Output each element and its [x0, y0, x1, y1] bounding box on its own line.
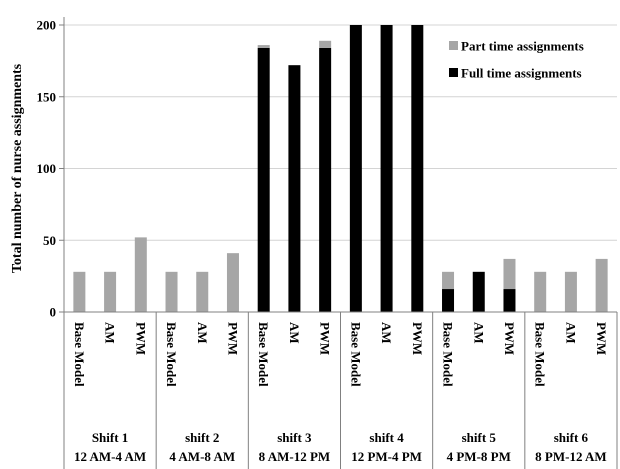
full-time-bar-segment: [288, 65, 301, 313]
legend-label: Part time assignments: [461, 39, 584, 54]
part-time-bar-segment: [442, 271, 455, 290]
part-time-bar-segment: [257, 45, 270, 48]
part-time-bar-segment: [595, 258, 608, 312]
x-tick-label: AM: [563, 322, 578, 344]
x-tick-label: Base Model: [441, 322, 456, 387]
x-tick-label: AM: [195, 322, 210, 344]
shift-time: 4 PM-8 PM: [447, 449, 511, 464]
part-time-bar-segment: [73, 271, 86, 312]
x-tick-label: AM: [471, 322, 486, 344]
shift-time: 12 PM-4 PM: [351, 449, 422, 464]
x-tick-label: Base Model: [164, 322, 179, 387]
y-axis-label: Total number of nurse assignments: [10, 63, 25, 273]
y-tick-label: 150: [37, 89, 57, 104]
x-tick-label: Base Model: [533, 322, 548, 387]
shift-name: shift 4: [369, 430, 404, 445]
x-tick-label: PWM: [225, 322, 240, 355]
x-tick-label: Base Model: [72, 322, 87, 387]
part-time-bar-segment: [196, 271, 209, 312]
full-time-bar-segment: [411, 25, 424, 312]
x-tick-label: PWM: [133, 322, 148, 355]
shift-time: 8 PM-12 AM: [535, 449, 606, 464]
part-time-bar-segment: [104, 271, 117, 312]
part-time-bar-segment: [534, 271, 547, 312]
shift-time: 12 AM-4 AM: [74, 449, 146, 464]
shift-name: shift 3: [277, 430, 312, 445]
shift-name: shift 6: [554, 430, 589, 445]
shift-time: 4 AM-8 AM: [169, 449, 235, 464]
gridlines: [64, 24, 617, 241]
y-tick-label: 0: [50, 305, 57, 320]
x-tick-label: AM: [379, 322, 394, 344]
full-time-bar-segment: [349, 25, 362, 312]
x-axis: Base Model AM PWM Shift 1 12 AM-4 AM Base Mod…: [63, 311, 618, 469]
part-time-bar-segment: [134, 237, 147, 312]
x-tick-label: PWM: [594, 322, 609, 355]
full-time-bar-segment: [380, 25, 393, 312]
bars: [73, 25, 608, 313]
part-time-bar-segment: [564, 271, 577, 312]
full-time-bar-segment: [257, 47, 270, 313]
legend-swatch: [449, 68, 458, 77]
part-time-bar-segment: [226, 253, 239, 312]
full-time-bar-segment: [442, 289, 455, 312]
part-time-bar-segment: [319, 40, 332, 48]
x-tick-label: Base Model: [348, 322, 363, 387]
x-tick-label: AM: [287, 322, 302, 344]
shift-name: Shift 1: [92, 430, 128, 445]
shift-time: 8 AM-12 PM: [259, 449, 330, 464]
y-axis: 0 50 100 150 200: [37, 17, 65, 320]
part-time-bar-segment: [165, 271, 178, 312]
x-tick-label: PWM: [410, 322, 425, 355]
y-tick-label: 200: [37, 18, 57, 33]
part-time-bar-segment: [503, 258, 516, 290]
x-tick-label: AM: [103, 322, 118, 344]
y-tick-label: 50: [43, 233, 56, 248]
x-tick-label: PWM: [502, 322, 517, 355]
x-tick-label: Base Model: [256, 322, 271, 387]
x-tick-label: PWM: [318, 322, 333, 355]
legend: Part time assignments Full time assignmen…: [449, 39, 584, 81]
legend-label: Full time assignments: [461, 66, 582, 81]
shift-name: shift 5: [462, 430, 497, 445]
legend-swatch: [449, 41, 458, 50]
full-time-bar-segment: [472, 271, 485, 312]
full-time-bar-segment: [319, 47, 332, 313]
y-tick-label: 100: [37, 161, 57, 176]
full-time-bar-segment: [503, 289, 516, 312]
shift-name: shift 2: [185, 430, 219, 445]
